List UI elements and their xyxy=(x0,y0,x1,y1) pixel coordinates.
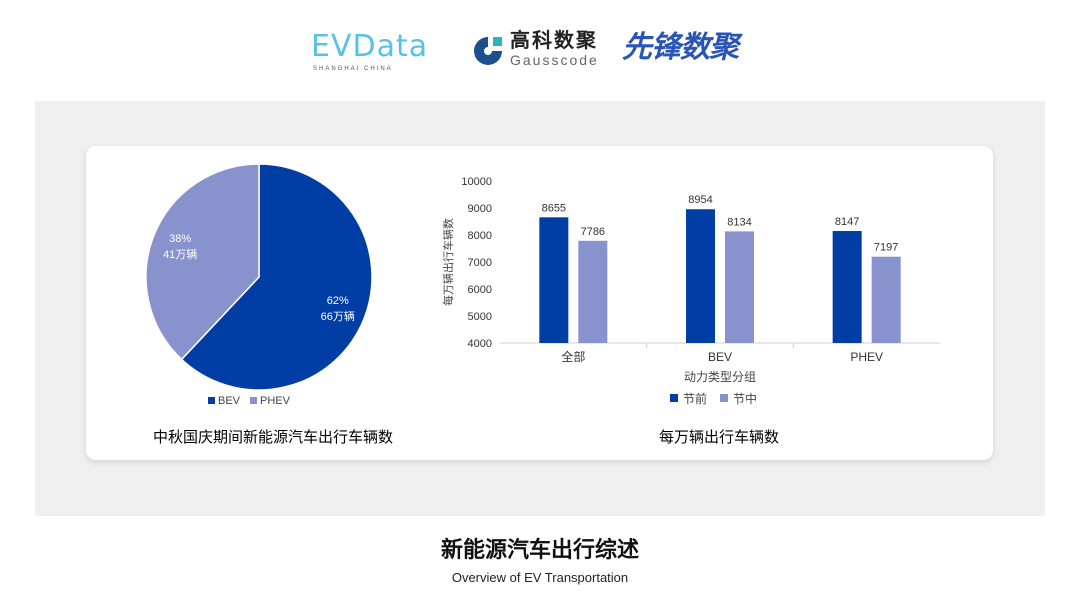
bar-PHEV-节中 xyxy=(871,256,901,343)
bar-legend: 节前 节中 xyxy=(670,391,757,406)
bar-y-axis-label: 每万辆出行车辆数 xyxy=(441,218,455,306)
page-title: 新能源汽车出行综述 xyxy=(440,537,639,562)
bar-全部-节前 xyxy=(539,217,569,343)
pie-label-value: 41万辆 xyxy=(163,247,197,261)
x-tick-label: BEV xyxy=(708,350,732,364)
evdata-logo: EVData xyxy=(311,29,429,64)
legend-label-before: 节前 xyxy=(683,391,707,406)
legend-swatch-during xyxy=(720,394,728,402)
x-tick-label: PHEV xyxy=(850,350,883,364)
pie-label-percent: 62% xyxy=(327,295,349,307)
xianfeng-logo: 先锋数聚 xyxy=(622,31,739,64)
pie-chart: 62% 66万辆 38% 41万辆 xyxy=(145,163,373,391)
bar-PHEV-节前 xyxy=(832,231,862,343)
legend-swatch-before xyxy=(670,394,678,402)
legend-label-phev: PHEV xyxy=(260,395,291,407)
bar-chart: 4000 5000 6000 7000 8000 9000 10000 全部 8655 7786 B… xyxy=(461,176,940,364)
gausscode-logo-en: Gausscode xyxy=(510,52,599,68)
bar-BEV-节前 xyxy=(686,209,715,343)
y-tick-label: 9000 xyxy=(468,203,492,215)
legend-swatch-bev xyxy=(208,397,215,404)
bar-全部-节中 xyxy=(578,240,608,343)
bar-data-label: 7197 xyxy=(874,242,898,254)
x-tick-label: 全部 xyxy=(561,349,585,364)
pie-label-percent: 38% xyxy=(169,233,191,245)
bar-chart-title: 每万辆出行车辆数 xyxy=(659,429,779,446)
legend-swatch-phev xyxy=(250,397,257,404)
bar-data-label: 8954 xyxy=(688,194,712,206)
legend-label-during: 节中 xyxy=(733,391,757,406)
pie-slice-phev xyxy=(145,163,260,361)
bar-data-label: 8134 xyxy=(727,216,751,228)
y-tick-label: 5000 xyxy=(468,311,492,323)
pie-chart-title: 中秋国庆期间新能源汽车出行车辆数 xyxy=(153,429,393,446)
bar-x-axis-label: 动力类型分组 xyxy=(684,370,756,384)
y-tick-label: 8000 xyxy=(468,230,492,242)
y-tick-label: 10000 xyxy=(461,176,492,188)
pie-legend: BEV PHEV xyxy=(208,395,291,407)
pie-slice-bev xyxy=(180,163,373,391)
y-tick-label: 6000 xyxy=(468,284,492,296)
bar-data-label: 8147 xyxy=(835,216,859,228)
bar-data-label: 7786 xyxy=(581,226,605,238)
y-tick-label: 7000 xyxy=(468,257,492,269)
page-subtitle: Overview of EV Transportation xyxy=(451,570,629,585)
pie-label-value: 66万辆 xyxy=(321,309,355,323)
legend-label-bev: BEV xyxy=(218,395,241,407)
evdata-logo-subtitle: SHANGHAI CHINA xyxy=(313,66,393,72)
gausscode-logo-cn: 高科数聚 xyxy=(510,30,598,52)
bar-BEV-节中 xyxy=(725,231,754,343)
gausscode-logo-icon xyxy=(474,37,502,65)
y-tick-label: 4000 xyxy=(468,338,492,350)
bar-data-label: 8655 xyxy=(542,202,566,214)
